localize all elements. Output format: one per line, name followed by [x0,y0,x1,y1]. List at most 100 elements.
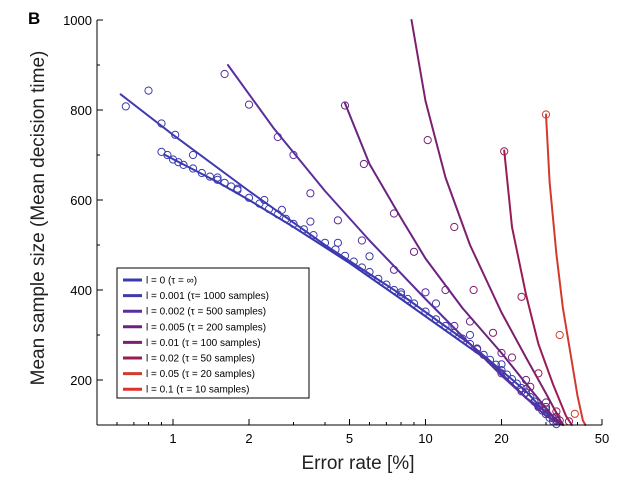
plot-area: 1 2 5 10 20 50 200 400 600 800 1000 [63,13,609,446]
data-point-3 [409,247,419,256]
data-point-2 [497,369,506,378]
data-point-0 [389,285,399,295]
data-point-1 [465,330,475,340]
data-point-1 [144,86,153,95]
data-point-0 [512,379,521,388]
data-point-4 [488,328,498,337]
series-line-2 [226,64,564,426]
data-point-1 [277,205,286,214]
x-axis-title: Error rate [%] [302,453,415,474]
data-point-0 [409,299,419,308]
data-point-0 [403,294,412,304]
data-point-3 [441,285,450,295]
legend-label-5: l = 0.02 (τ = 50 samples) [146,354,255,365]
legend-label-2: l = 0.002 (τ = 500 samples) [146,307,266,318]
x-tick-label: 20 [494,431,508,446]
data-point-2 [273,132,282,142]
data-point-0 [188,164,198,173]
data-point-0 [168,155,178,164]
data-point-0 [465,339,475,349]
series-layer [119,19,587,429]
data-point-0 [220,178,229,187]
data-point-6 [541,110,551,119]
y-tick-label: 200 [70,373,92,388]
data-point-2 [289,150,298,160]
data-point-6 [555,330,564,340]
legend: l = 0 (τ = ∞) l = 0.001 (τ= 1000 samples)… [116,267,310,399]
series-line-3 [344,102,564,426]
data-point-4 [507,353,517,362]
data-point-2 [450,321,459,331]
legend-label-1: l = 0.001 (τ= 1000 samples) [146,291,269,302]
data-point-0 [174,158,183,167]
data-point-5 [500,147,509,156]
data-point-1 [260,195,269,205]
data-point-5 [534,369,543,378]
data-point-2 [333,216,342,225]
data-point-1 [396,288,406,297]
data-point-0 [197,168,206,178]
data-point-0 [382,280,391,289]
legend-label-6: l = 0.05 (τ = 20 samples) [146,369,255,380]
data-point-1 [121,102,130,111]
y-axis-title: Mean sample size (Mean decision time) [28,51,49,386]
data-point-3 [389,209,399,218]
data-point-3 [359,159,368,169]
x-tick-label: 10 [418,431,432,446]
data-point-4 [526,382,535,391]
data-point-4 [450,222,459,232]
data-point-0 [441,321,450,331]
data-point-0 [374,274,383,283]
data-point-4 [469,285,478,295]
data-point-0 [502,370,511,379]
data-point-0 [244,193,254,202]
y-tick-label: 1000 [63,13,92,28]
data-point-0 [507,375,517,384]
data-point-1 [365,252,374,261]
data-point-3 [497,348,506,358]
data-point-0 [521,388,531,397]
data-point-1 [213,173,222,182]
data-point-0 [163,150,172,160]
data-point-0 [213,175,222,184]
data-point-0 [205,172,214,181]
data-point-0 [396,290,406,299]
panel-label: B [28,9,40,28]
x-ticks: 1 2 5 10 20 50 [96,419,609,446]
data-point-1 [188,150,198,160]
data-point-4 [555,416,564,425]
series-line-5 [503,149,573,426]
data-point-2 [473,344,482,353]
data-point-2 [306,189,315,198]
x-tick-label: 5 [346,431,353,446]
y-ticks: 200 400 600 800 1000 [63,13,103,426]
series-line-6 [545,113,587,426]
x-tick-label: 2 [245,431,252,446]
data-point-2 [220,69,229,79]
data-point-2 [517,387,526,396]
series-line-1 [119,93,564,426]
data-point-1 [233,184,242,193]
x-tick-label: 50 [595,431,609,446]
data-point-0 [289,219,298,228]
data-point-1 [333,238,342,247]
data-point-3 [541,398,551,407]
data-point-3 [465,317,475,326]
y-tick-label: 600 [70,193,92,208]
data-point-4 [423,136,432,145]
data-point-1 [431,299,441,308]
legend-box [116,267,310,399]
data-point-2 [244,100,254,109]
data-point-0 [497,366,506,375]
data-point-1 [497,360,506,369]
legend-label-7: l = 0.1 (τ = 10 samples) [146,385,249,396]
data-point-6 [570,409,579,418]
x-tick-label: 1 [169,431,176,446]
data-point-1 [171,130,180,139]
y-tick-label: 800 [70,103,92,118]
data-point-2 [389,265,399,274]
data-point-5 [552,407,561,416]
data-point-0 [517,384,526,393]
y-tick-label: 400 [70,283,92,298]
